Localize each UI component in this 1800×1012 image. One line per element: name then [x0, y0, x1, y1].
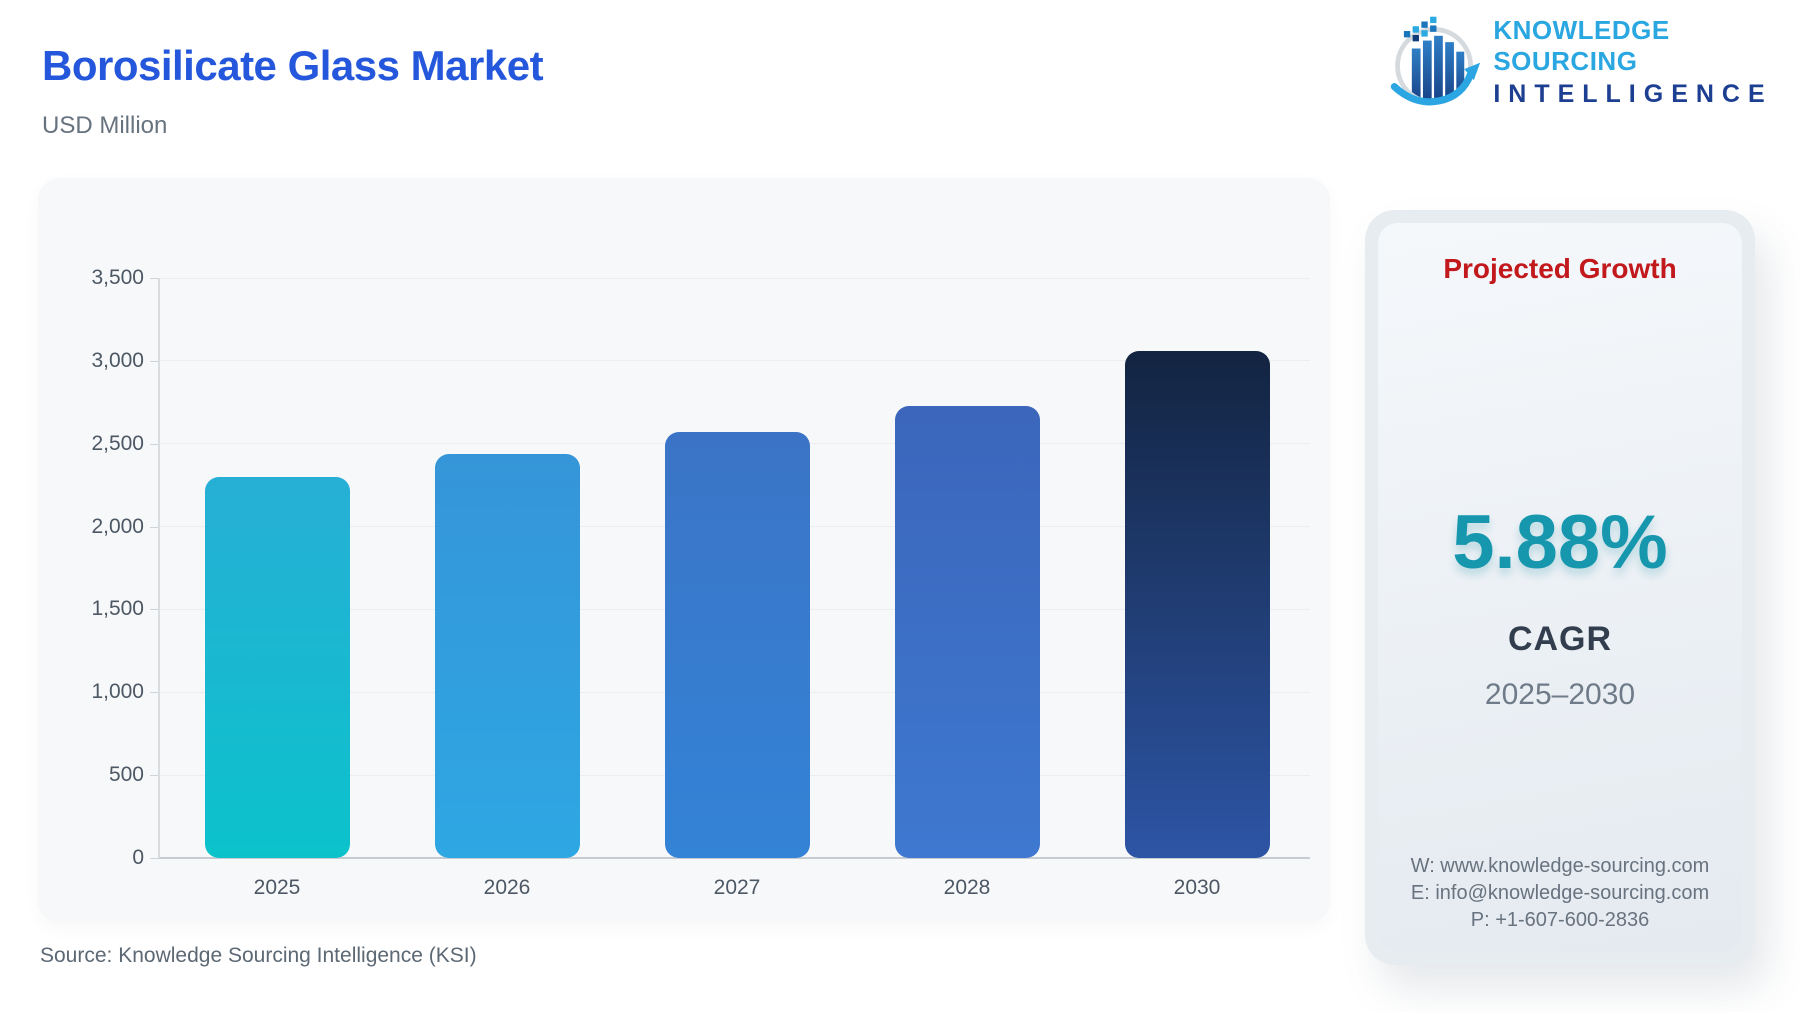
logo-growth-arrow — [1390, 62, 1481, 106]
y-tick-1,000 — [150, 692, 158, 694]
contact-phone: P: +1-607-600-2836 — [1470, 909, 1650, 931]
bar-chart-plot: 0 500 1,000 1,500 2,000 2,500 3,000 3,500 2025 20… — [38, 178, 1330, 923]
y-tick-3,500 — [150, 278, 158, 279]
x-axis-label-2030: 2030 — [1173, 876, 1221, 899]
contact-website: W: www.knowledge-sourcing.com — [1410, 855, 1710, 877]
contact-email: E: info@knowledge-sourcing.com — [1410, 882, 1710, 904]
y-tick-2,000 — [150, 526, 158, 528]
y-tick-label-0: 0 — [132, 846, 144, 869]
page-title: Borosilicate Glass Market — [42, 42, 544, 89]
contact-block: W: www.knowledge-sourcing.com E: info@kn… — [1378, 853, 1742, 934]
growth-panel-card: Projected Growth 5.88% CAGR 2025–2030 W:… — [1378, 223, 1742, 952]
growth-chart-circle-icon — [1390, 16, 1481, 106]
brand-logo: KNOWLEDGE SOURCING INTELLIGENCE — [1388, 10, 1800, 114]
y-axis-line — [158, 278, 160, 858]
growth-panel: Projected Growth 5.88% CAGR 2025–2030 W:… — [1365, 210, 1755, 965]
y-tick-label-2,000: 2,000 — [91, 514, 144, 538]
y-tick-3,000 — [150, 360, 158, 362]
y-tick-1,500 — [150, 609, 158, 611]
bar-2026 — [434, 454, 580, 858]
y-tick-0 — [150, 858, 158, 859]
y-tick-label-1,500: 1,500 — [91, 597, 144, 621]
cagr-label: CAGR — [1507, 620, 1613, 658]
cagr-value: 5.88% — [1452, 500, 1668, 585]
grid-line-0 — [158, 857, 1310, 859]
bar-2025 — [204, 476, 350, 858]
brand-name-line2: INTELLIGENCE — [1493, 80, 1773, 108]
bar-2027 — [664, 432, 810, 858]
logo-pixel-squares — [1403, 16, 1437, 42]
chart-card: 0 500 1,000 1,500 2,000 2,500 3,000 3,500 2025 20… — [38, 178, 1330, 923]
x-axis-label-2028: 2028 — [943, 876, 991, 899]
y-tick-label-1,000: 1,000 — [91, 680, 144, 704]
grid-line-3,000 — [158, 360, 1310, 362]
y-tick-2,500 — [150, 443, 158, 445]
bar-2028 — [894, 405, 1040, 858]
cagr-period: 2025–2030 — [1484, 678, 1636, 711]
x-axis-label-2027: 2027 — [713, 876, 761, 899]
bar-2030 — [1124, 350, 1270, 858]
brand-logo-text: KNOWLEDGE SOURCING INTELLIGENCE — [1493, 15, 1800, 109]
y-tick-label-3,500: 3,500 — [91, 266, 144, 289]
units-label: USD Million — [42, 112, 168, 139]
x-axis-label-2025: 2025 — [253, 876, 301, 899]
source-note: Source: Knowledge Sourcing Intelligence … — [40, 944, 477, 967]
growth-panel-heading: Projected Growth — [1443, 253, 1677, 284]
y-tick-label-3,000: 3,000 — [91, 348, 144, 372]
y-tick-500 — [150, 775, 158, 777]
x-axis-label-2026: 2026 — [483, 876, 531, 899]
y-tick-label-500: 500 — [108, 763, 144, 787]
grid-line-3,500 — [158, 277, 1310, 279]
logo-bars — [1411, 35, 1465, 101]
brand-name-line1: KNOWLEDGE SOURCING — [1493, 15, 1670, 76]
y-tick-label-2,500: 2,500 — [91, 431, 144, 455]
